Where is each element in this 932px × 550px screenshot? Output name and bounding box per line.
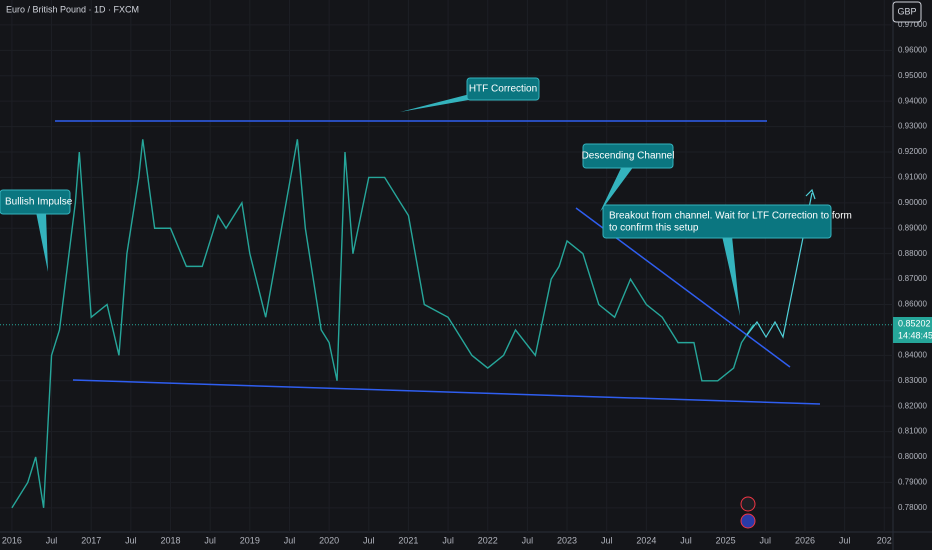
y-tick-label: 0.79000 (898, 478, 927, 487)
callout: Descending Channel (582, 143, 675, 212)
x-tick-label: Jul (442, 535, 454, 545)
x-tick-label: Jul (522, 535, 534, 545)
annotation: to confirm this setup (609, 223, 699, 234)
currency: GBP (897, 6, 916, 16)
annotation: HTF Correction (469, 84, 537, 95)
x-tick-label: Jul (680, 535, 692, 545)
x-tick-label: Jul (125, 535, 137, 545)
x-tick-label: Jul (601, 535, 613, 545)
price-label: 0.85202 (898, 318, 931, 328)
symbol-title: Euro / British Pound · 1D · FXCM (6, 4, 139, 14)
trendline (72, 379, 821, 405)
y-tick-label: 0.81000 (898, 427, 927, 436)
annotation: Bullish Impulse (5, 197, 73, 208)
y-tick-label: 0.89000 (898, 223, 927, 232)
y-tick-label: 0.97000 (898, 20, 927, 29)
x-tick-label: 2021 (398, 535, 418, 545)
x-tick-label: 2016 (2, 535, 22, 545)
y-tick-label: 0.90000 (898, 198, 927, 207)
y-tick-label: 0.87000 (898, 274, 927, 283)
currency-button[interactable] (892, 1, 922, 23)
x-tick-label: Jul (363, 535, 375, 545)
x-tick-label: Jul (760, 535, 772, 545)
x-tick-label: Jul (204, 535, 216, 545)
y-tick-label: 0.83000 (898, 376, 927, 385)
event-icon[interactable] (740, 513, 756, 529)
y-tick-label: 0.88000 (898, 249, 927, 258)
x-tick-label: 202 (877, 535, 892, 545)
y-tick-label: 0.93000 (898, 122, 927, 131)
x-tick-label: 2025 (716, 535, 736, 545)
x-tick-label: 2017 (81, 535, 101, 545)
y-tick-label: 0.86000 (898, 300, 927, 309)
y-tick-label: 0.96000 (898, 45, 927, 54)
event-icon[interactable] (740, 496, 756, 512)
countdown: 14:48:45 (898, 330, 932, 340)
x-tick-label: 2019 (240, 535, 260, 545)
y-tick-label: 0.92000 (898, 147, 927, 156)
x-tick-label: 2024 (636, 535, 656, 545)
x-tick-label: Jul (46, 535, 58, 545)
y-tick-label: 0.94000 (898, 96, 927, 105)
x-tick-label: 2020 (319, 535, 339, 545)
callout: HTF Correction (400, 77, 540, 112)
x-tick-label: 2023 (557, 535, 577, 545)
callout: Breakout from channel. Wait for LTF Corr… (602, 204, 852, 316)
x-tick-label: 2026 (795, 535, 815, 545)
x-tick-label: 2018 (160, 535, 180, 545)
callout: Bullish Impulse (0, 189, 73, 272)
annotation: Descending Channel (582, 151, 675, 162)
x-tick-label: 2022 (478, 535, 498, 545)
y-tick-label: 0.84000 (898, 350, 927, 359)
arrowhead (805, 188, 816, 200)
annotation: Breakout from channel. Wait for LTF Corr… (609, 211, 852, 222)
y-tick-label: 0.91000 (898, 173, 927, 182)
projection-path (746, 192, 813, 339)
price-line (11, 139, 755, 509)
y-tick-label: 0.80000 (898, 452, 927, 461)
price-tag (893, 317, 932, 343)
y-tick-label: 0.78000 (898, 503, 927, 512)
y-tick-label: 0.82000 (898, 401, 927, 410)
y-tick-label: 0.95000 (898, 71, 927, 80)
x-tick-label: Jul (839, 535, 851, 545)
x-tick-label: Jul (284, 535, 296, 545)
